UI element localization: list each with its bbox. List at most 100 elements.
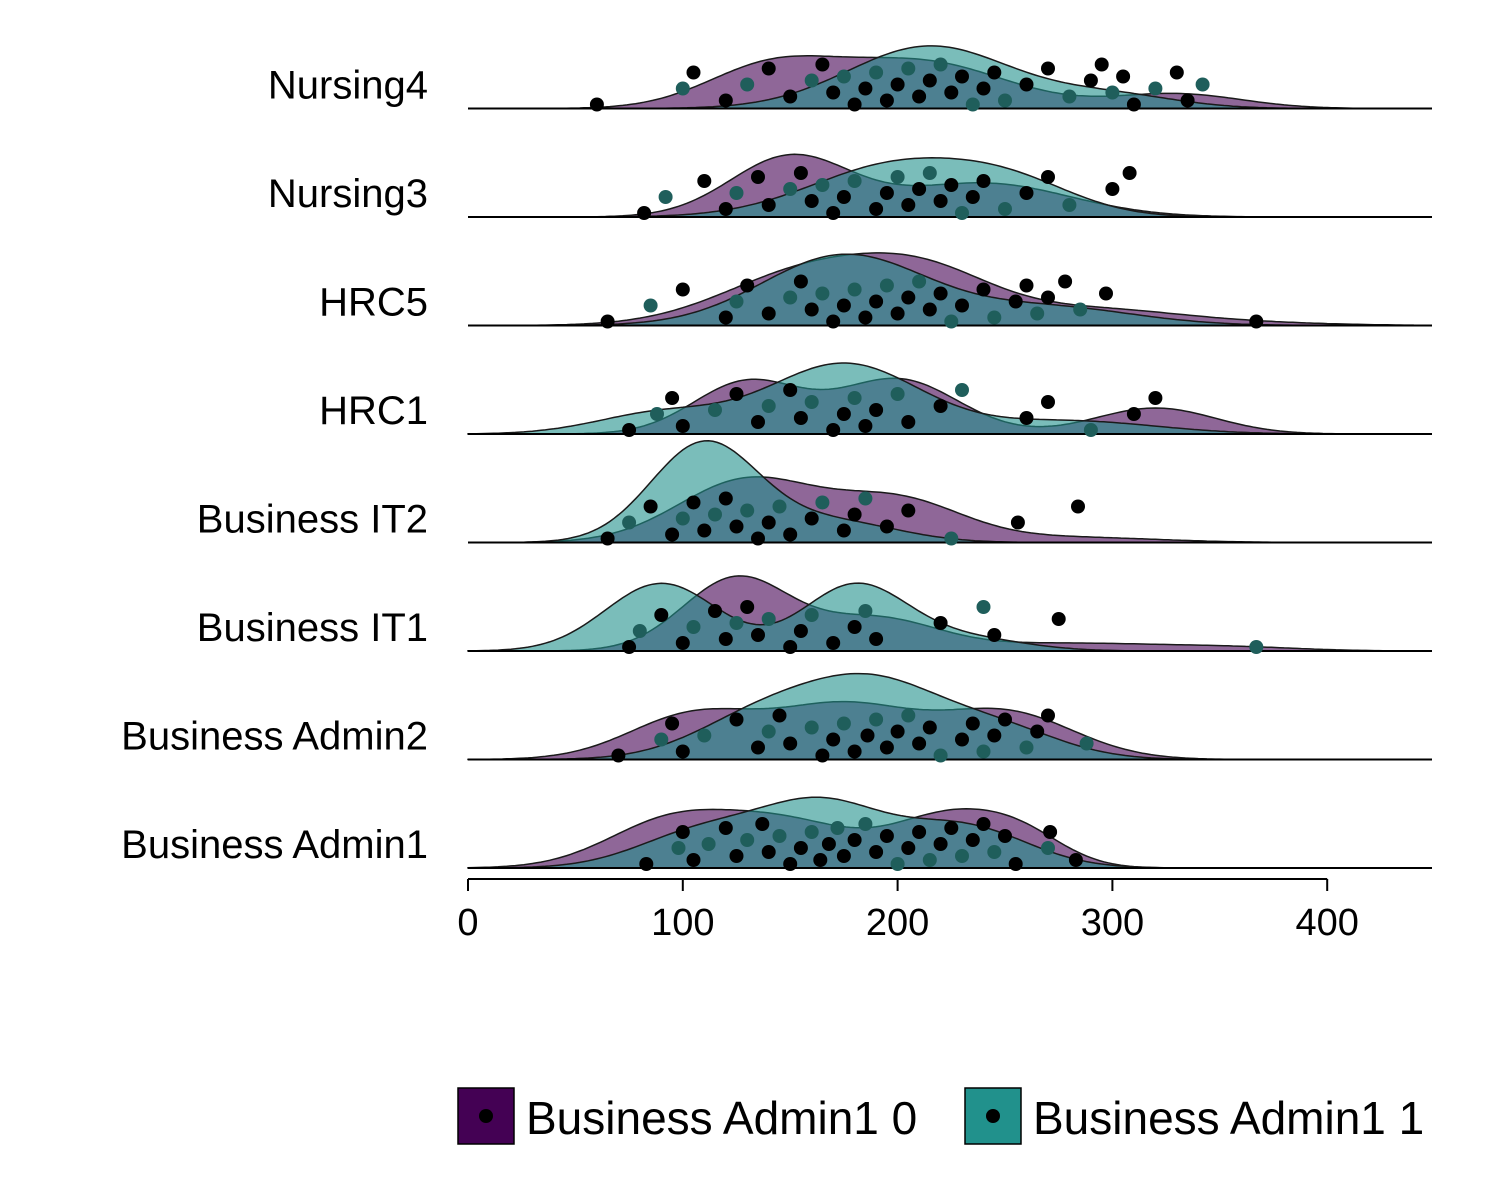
point-business-it1 — [729, 616, 744, 630]
point-business-admin1 — [998, 829, 1012, 843]
point-business-admin1 — [955, 849, 969, 863]
point-nursing3 — [815, 178, 830, 192]
point-business-admin2 — [933, 748, 948, 763]
point-nursing4 — [1180, 93, 1195, 108]
category-label-business-it2: Business IT2 — [197, 498, 428, 542]
point-business-admin1 — [836, 849, 851, 863]
point-hrc1 — [933, 399, 948, 413]
point-business-it2 — [718, 491, 733, 506]
point-nursing3 — [1105, 182, 1120, 196]
point-business-it1 — [976, 600, 991, 614]
point-hrc5 — [718, 310, 733, 325]
point-business-admin1 — [830, 821, 845, 835]
point-business-admin2 — [675, 744, 690, 759]
point-business-admin2 — [869, 712, 884, 727]
point-business-admin1 — [718, 821, 733, 835]
point-business-admin1 — [869, 845, 884, 859]
point-nursing4 — [1041, 61, 1055, 76]
point-nursing4 — [783, 89, 798, 104]
point-business-it1 — [793, 624, 808, 638]
point-business-admin2 — [998, 712, 1012, 727]
point-nursing4 — [589, 97, 604, 112]
point-hrc5 — [922, 302, 937, 317]
point-hrc5 — [793, 274, 808, 289]
point-business-admin1 — [793, 841, 808, 855]
point-nursing4 — [1169, 65, 1184, 80]
point-business-admin1 — [965, 833, 980, 847]
ridge-nursing3 — [468, 153, 1432, 220]
point-nursing3 — [976, 174, 991, 188]
legend-point-icon — [479, 1109, 493, 1123]
point-business-it2 — [772, 499, 787, 514]
point-business-it2 — [697, 523, 712, 538]
x-tick-label: 100 — [651, 902, 714, 944]
point-business-admin1 — [847, 833, 862, 847]
point-nursing4 — [718, 93, 733, 108]
point-business-admin2 — [783, 736, 798, 751]
point-business-admin1 — [1068, 853, 1083, 867]
point-nursing3 — [729, 186, 744, 200]
point-nursing3 — [697, 174, 712, 188]
point-nursing4 — [1062, 89, 1077, 104]
point-hrc1 — [1126, 407, 1141, 421]
point-business-it1 — [622, 640, 637, 654]
point-business-it1 — [933, 616, 948, 630]
point-business-admin1 — [804, 825, 819, 839]
point-hrc5 — [1058, 274, 1073, 289]
point-business-admin2 — [890, 724, 905, 739]
point-business-it1 — [718, 632, 733, 646]
category-label-hrc1: HRC1 — [319, 389, 428, 433]
point-hrc1 — [1019, 411, 1034, 425]
point-nursing4 — [847, 97, 862, 112]
point-business-admin2 — [804, 720, 819, 735]
point-business-admin1 — [761, 845, 776, 859]
point-hrc1 — [729, 387, 744, 401]
point-business-it2 — [665, 527, 680, 542]
point-nursing3 — [901, 198, 916, 212]
point-business-admin1 — [813, 853, 828, 867]
point-nursing4 — [686, 65, 701, 80]
point-business-admin1 — [671, 841, 686, 855]
point-business-admin1 — [740, 833, 755, 847]
point-business-it1 — [987, 628, 1002, 642]
point-hrc5 — [643, 298, 658, 313]
point-business-it1 — [1249, 640, 1264, 654]
category-label-business-admin1: Business Admin1 — [121, 823, 428, 867]
point-business-it1 — [761, 612, 776, 626]
ridge-business-it2 — [468, 440, 1432, 546]
point-nursing4 — [912, 89, 927, 104]
point-nursing4 — [955, 69, 969, 84]
point-hrc1 — [869, 403, 884, 417]
point-nursing4 — [761, 61, 776, 76]
point-business-it2 — [686, 495, 701, 510]
point-nursing4 — [815, 57, 830, 72]
point-business-admin2 — [860, 728, 875, 743]
point-nursing3 — [912, 182, 927, 196]
point-hrc5 — [1041, 290, 1055, 305]
point-business-it2 — [708, 507, 722, 522]
point-hrc5 — [761, 306, 776, 321]
point-nursing4 — [901, 61, 916, 76]
point-business-admin1 — [858, 817, 873, 831]
point-business-it1 — [804, 608, 819, 622]
point-hrc5 — [826, 314, 841, 329]
point-hrc5 — [976, 282, 991, 297]
point-nursing3 — [955, 206, 969, 220]
point-business-it2 — [944, 531, 959, 546]
point-business-it1 — [751, 628, 765, 642]
point-hrc1 — [858, 419, 873, 433]
point-business-it2 — [761, 515, 776, 530]
point-business-admin1 — [686, 853, 701, 867]
point-hrc1 — [955, 383, 969, 397]
point-nursing4 — [1105, 85, 1120, 100]
point-business-admin2 — [987, 728, 1002, 743]
point-business-admin2 — [729, 712, 744, 727]
point-hrc5 — [987, 310, 1002, 325]
point-nursing4 — [1126, 97, 1141, 112]
point-hrc5 — [1249, 314, 1264, 329]
ridges-layer — [467, 45, 1432, 871]
point-hrc5 — [944, 314, 959, 329]
point-hrc1 — [793, 411, 808, 425]
legend-item-1: Business Admin1 1 — [964, 1087, 1424, 1145]
point-business-it2 — [836, 523, 851, 538]
